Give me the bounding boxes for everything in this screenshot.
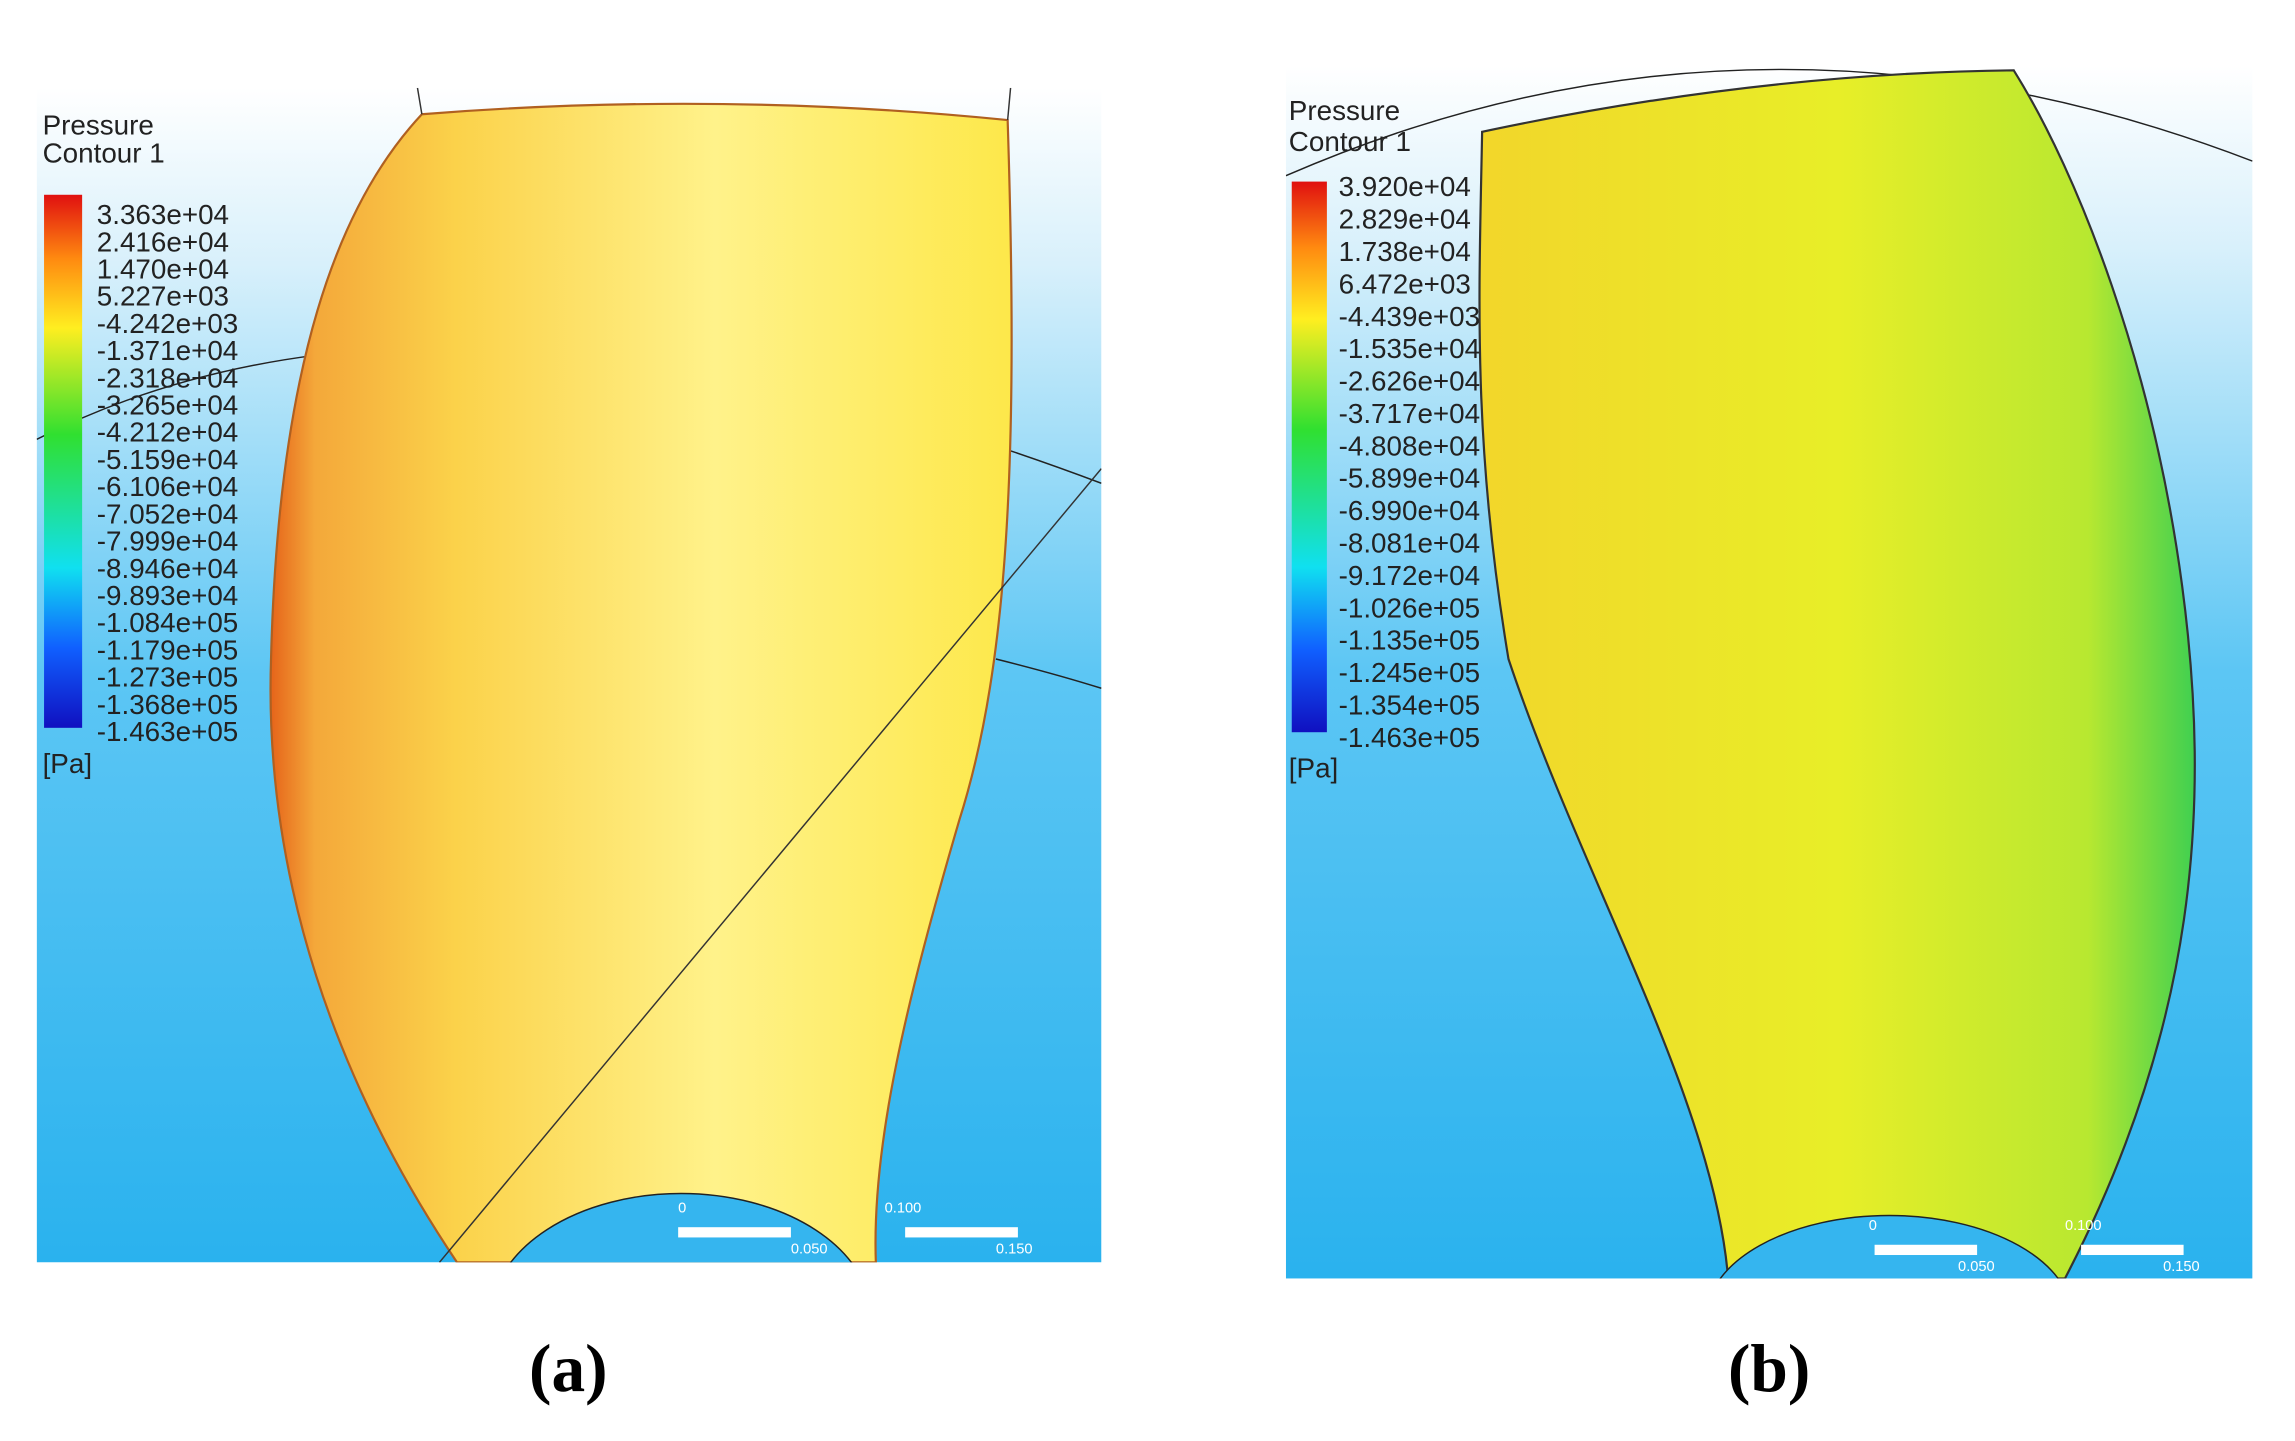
legend-label: -1.245e+05 (1339, 657, 1481, 688)
legend-label: -1.179e+05 (97, 634, 239, 665)
legend-label: 5.227e+03 (97, 281, 229, 312)
scale-label: 0.150 (996, 1242, 1033, 1258)
legend-label: -1.135e+05 (1339, 625, 1481, 656)
legend-label: -4.439e+03 (1339, 301, 1481, 332)
legend-label: -2.626e+04 (1339, 366, 1481, 397)
legend-label: -8.081e+04 (1339, 528, 1481, 559)
legend-label: -9.172e+04 (1339, 560, 1481, 591)
legend-subtitle: Contour 1 (43, 138, 165, 169)
scale-label: 0 (1869, 1218, 1877, 1234)
legend-title: Pressure (43, 110, 154, 141)
legend-label: -5.159e+04 (97, 444, 239, 475)
color-bar (1291, 181, 1327, 733)
legend-subtitle: Contour 1 (1289, 126, 1411, 157)
legend-unit: [Pa] (1289, 753, 1338, 784)
panel-b (1285, 65, 2253, 1279)
panel-caption: (b) (1728, 1331, 1810, 1406)
legend-label: -4.212e+04 (97, 417, 239, 448)
color-bar (44, 194, 83, 728)
legend-label: 3.920e+04 (1339, 171, 1471, 202)
scale-label: 0.050 (791, 1242, 828, 1258)
legend-label: -6.106e+04 (97, 471, 239, 502)
legend-label: -9.893e+04 (97, 580, 239, 611)
legend-label: -5.899e+04 (1339, 463, 1481, 494)
legend-unit: [Pa] (43, 748, 92, 779)
legend-label: -1.084e+05 (97, 607, 239, 638)
legend-label: -3.717e+04 (1339, 398, 1481, 429)
legend-label: -8.946e+04 (97, 553, 239, 584)
legend-label: -3.265e+04 (97, 390, 239, 421)
legend-label: -1.535e+04 (1339, 333, 1481, 364)
legend-label: -1.273e+05 (97, 662, 239, 693)
legend-label: -1.026e+05 (1339, 592, 1481, 623)
legend-label: -7.052e+04 (97, 498, 239, 529)
panel-caption: (a) (529, 1331, 608, 1406)
legend-label: -1.463e+05 (1339, 722, 1481, 753)
scale-label: 0.100 (2065, 1218, 2102, 1234)
legend-label: -1.463e+05 (97, 716, 239, 747)
scale-label: 0.050 (1958, 1259, 1995, 1275)
legend-label: -4.242e+03 (97, 308, 239, 339)
legend-label: 2.829e+04 (1339, 204, 1471, 235)
legend-title: Pressure (1289, 95, 1400, 126)
legend-label: -6.990e+04 (1339, 495, 1481, 526)
panel-a (36, 87, 1102, 1263)
legend-label: 3.363e+04 (97, 199, 229, 230)
legend-label: -4.808e+04 (1339, 430, 1481, 461)
legend-label: -1.354e+05 (1339, 689, 1481, 720)
legend-label: -1.368e+05 (97, 689, 239, 720)
legend-label: 1.470e+04 (97, 253, 229, 284)
legend-label: -2.318e+04 (97, 362, 239, 393)
legend-label: 1.738e+04 (1339, 236, 1471, 267)
scale-label: 0.100 (885, 1201, 922, 1217)
legend-label: -1.371e+04 (97, 335, 239, 366)
scale-label: 0.150 (2163, 1259, 2200, 1275)
legend-label: 2.416e+04 (97, 226, 229, 257)
scale-label: 0 (678, 1201, 686, 1217)
legend-label: 6.472e+03 (1339, 268, 1471, 299)
legend-label: -7.999e+04 (97, 526, 239, 557)
